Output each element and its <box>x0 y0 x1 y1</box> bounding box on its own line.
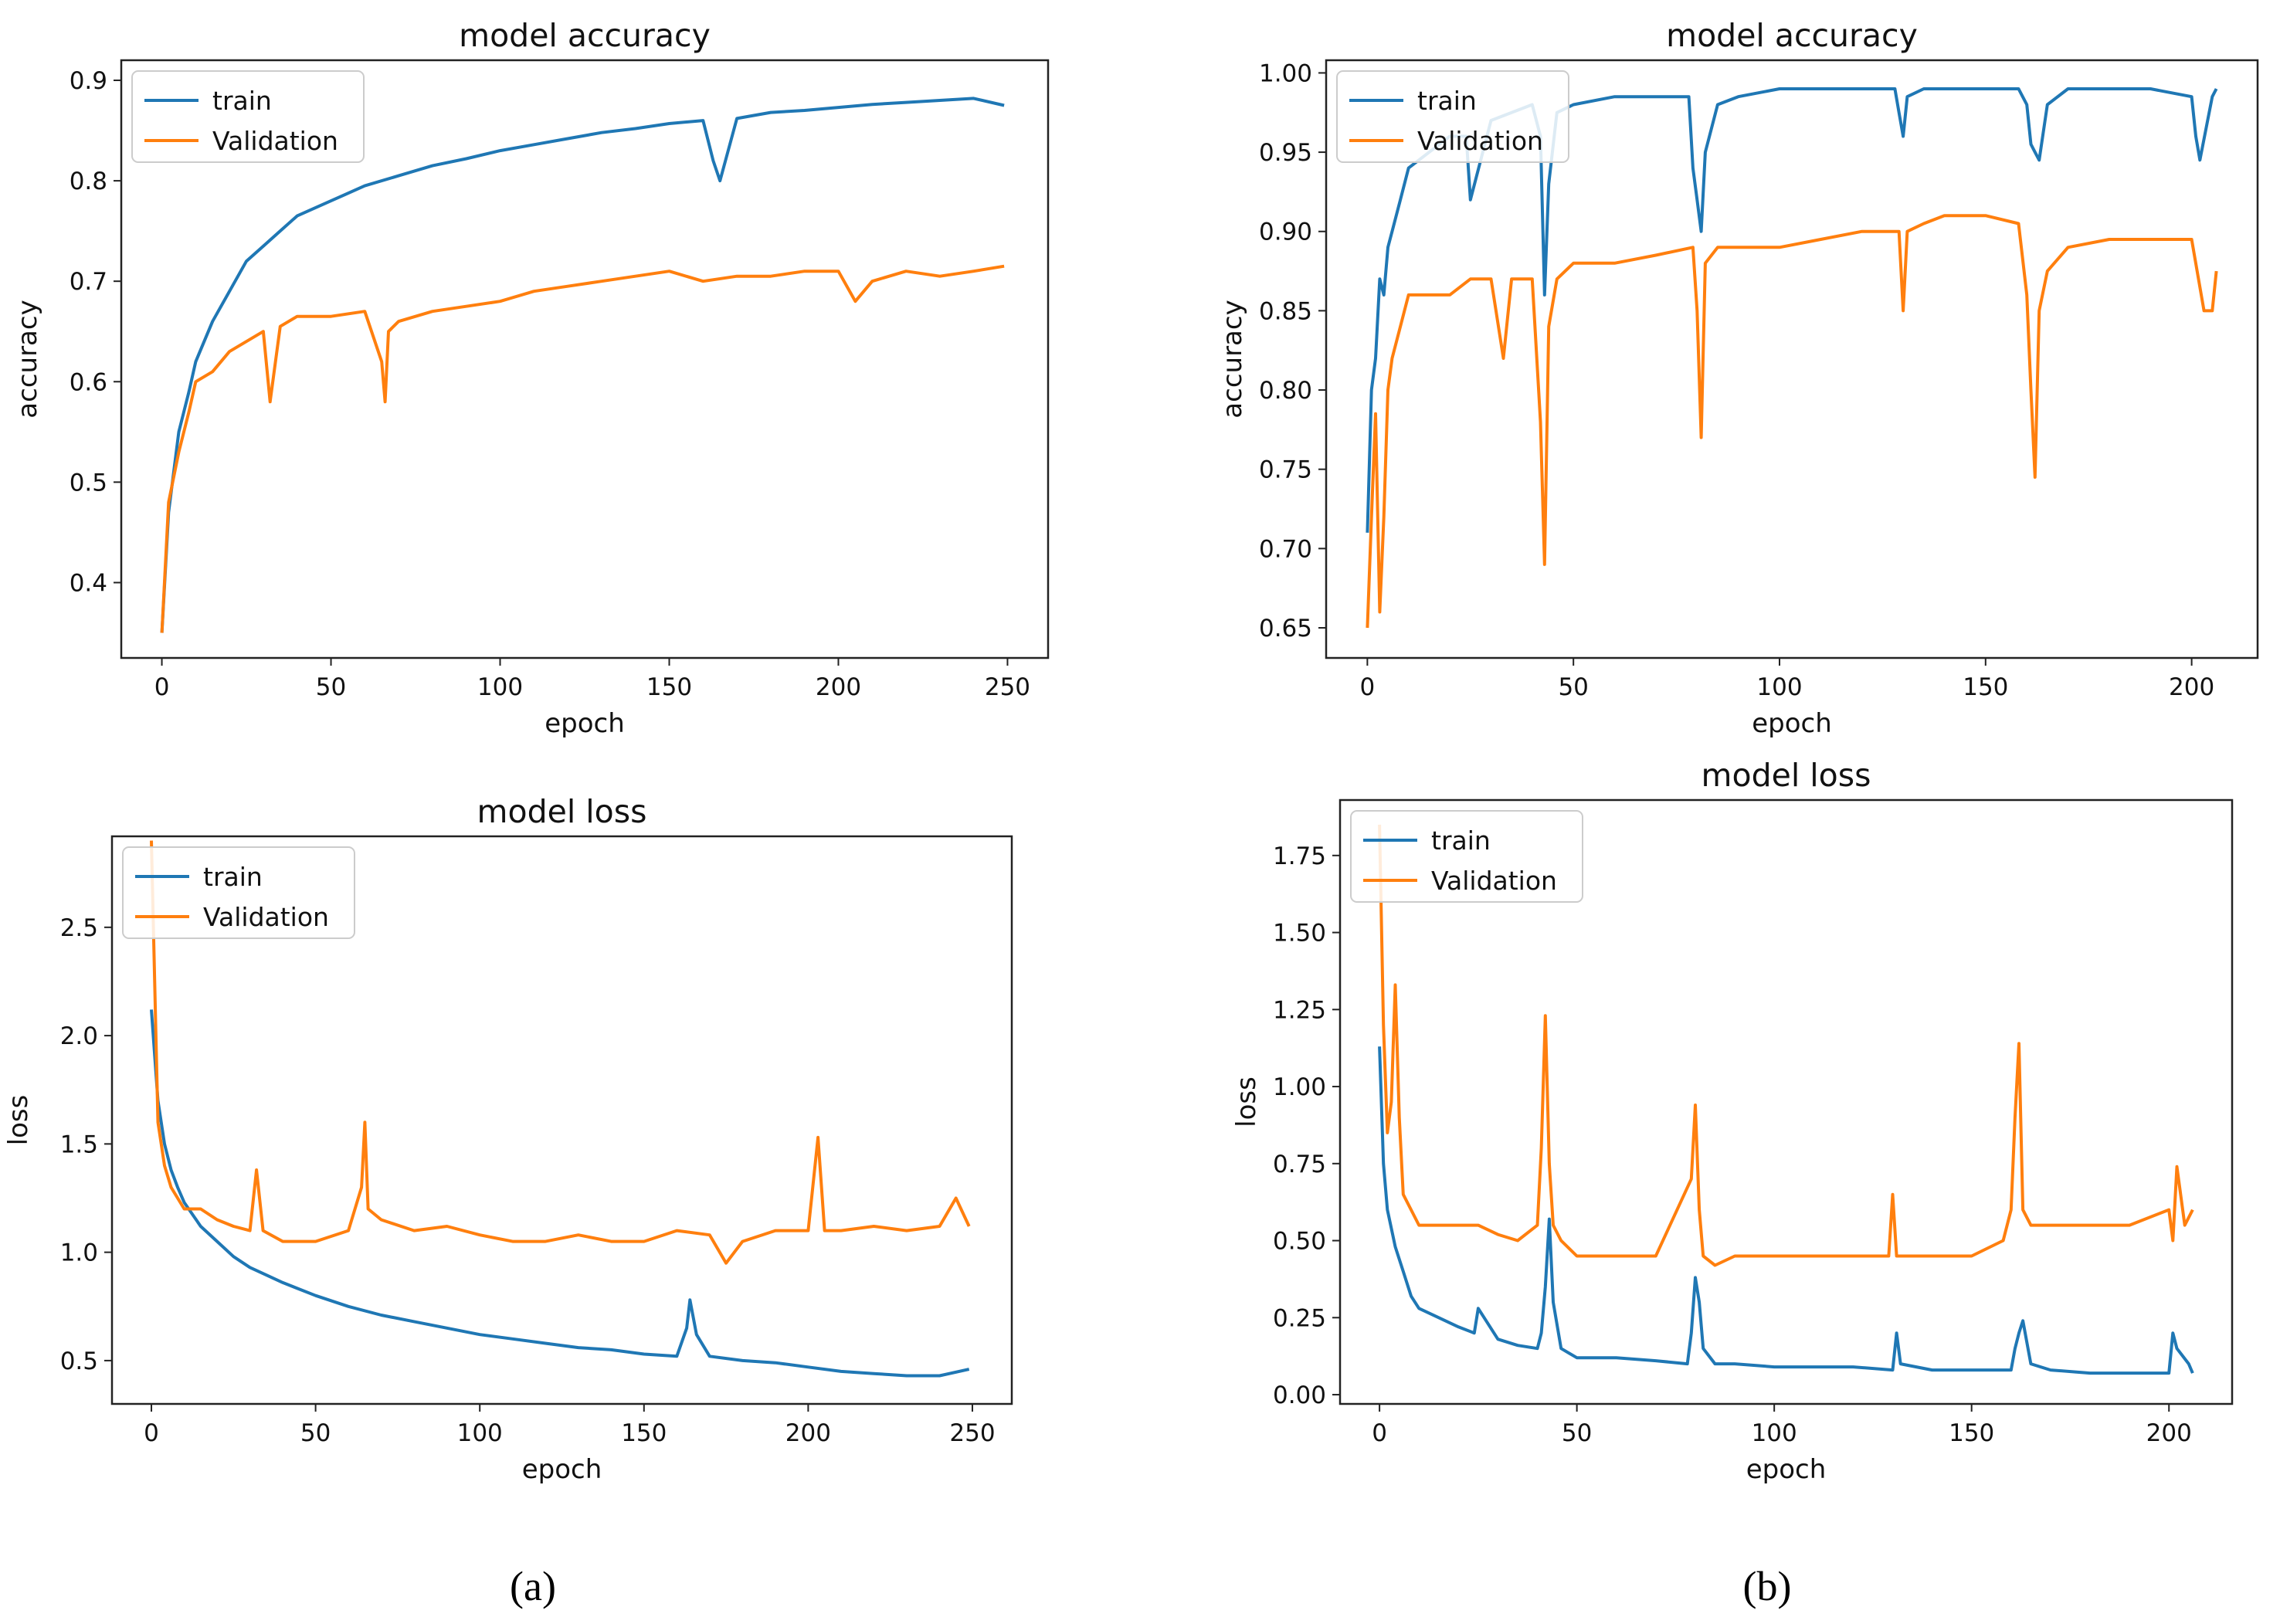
y-tick-label: 1.50 <box>1273 920 1326 948</box>
y-tick-label: 0.25 <box>1273 1304 1326 1332</box>
y-tick-label: 2.5 <box>60 914 98 942</box>
chart-title: model accuracy <box>459 17 711 54</box>
x-tick-label: 100 <box>457 1419 503 1447</box>
x-tick-label: 50 <box>316 673 346 701</box>
x-tick-label: 200 <box>2146 1419 2192 1447</box>
y-tick-label: 0.65 <box>1259 615 1312 642</box>
legend: train Validation <box>122 846 355 939</box>
y-tick-label: 1.0 <box>60 1239 98 1267</box>
x-axis-label: epoch <box>522 1454 602 1485</box>
x-axis-label: epoch <box>1746 1454 1827 1485</box>
x-axis-label: epoch <box>545 708 625 739</box>
chart-title: model accuracy <box>1666 17 1918 54</box>
chart-a-accuracy: 0 50 100 150 200 250 0.4 0.5 0.6 0.7 0.8 0.9 model a… <box>12 17 1050 739</box>
legend-label-train: train <box>1417 86 1477 116</box>
x-tick-label: 150 <box>646 673 692 701</box>
y-tick-label: 0.75 <box>1259 456 1312 484</box>
plot-frame <box>1338 798 2234 1405</box>
chart-title: model loss <box>477 793 647 830</box>
x-tick-label: 50 <box>1558 673 1588 701</box>
x-tick-label: 0 <box>1372 1419 1387 1447</box>
x-tick-label: 200 <box>816 673 861 701</box>
y-tick-label: 0.9 <box>70 67 107 95</box>
y-tick-label: 1.00 <box>1259 59 1312 87</box>
y-tick-label: 0.80 <box>1259 377 1312 405</box>
plot-frame <box>110 835 1013 1405</box>
y-tick-label: 0.75 <box>1273 1151 1326 1178</box>
legend-label-train: train <box>1431 826 1491 856</box>
x-tick-label: 200 <box>785 1419 831 1447</box>
legend-label-train: train <box>212 86 272 116</box>
y-tick-label: 1.25 <box>1273 996 1326 1024</box>
chart-b-accuracy: 0 50 100 150 200 0.65 0.70 0.75 0.80 0.85 0.90 0.95… <box>1217 17 2259 739</box>
legend-label-train: train <box>203 862 263 892</box>
y-tick-label: 1.75 <box>1273 843 1326 870</box>
chart-title: model loss <box>1702 757 1871 794</box>
y-tick-label: 0.00 <box>1273 1382 1326 1409</box>
series-line-validation <box>1378 824 2194 1267</box>
series-line-train <box>160 97 1005 633</box>
legend-label-validation: Validation <box>1417 126 1543 156</box>
x-tick-label: 150 <box>621 1419 667 1447</box>
x-tick-label: 100 <box>1752 1419 1797 1447</box>
chart-b-loss: 0 50 100 150 200 0.00 0.25 0.50 0.75 1.00 1.25 1.50… <box>1231 757 2234 1485</box>
legend-label-validation: Validation <box>212 126 338 156</box>
x-tick-label: 50 <box>300 1419 331 1447</box>
y-axis-label: accuracy <box>12 300 43 418</box>
x-axis-label: epoch <box>1752 708 1832 739</box>
y-tick-label: 1.5 <box>60 1131 98 1158</box>
y-tick-label: 0.4 <box>70 569 107 597</box>
series-line-validation <box>1366 214 2218 629</box>
y-axis-label: loss <box>3 1095 34 1146</box>
plot-frame <box>120 59 1050 659</box>
x-tick-label: 250 <box>949 1419 995 1447</box>
series-line-validation <box>150 840 971 1265</box>
x-tick-label: 100 <box>477 673 523 701</box>
y-tick-label: 0.50 <box>1273 1228 1326 1256</box>
x-tick-label: 0 <box>154 673 170 701</box>
y-tick-label: 2.0 <box>60 1022 98 1050</box>
chart-a-loss: 0 50 100 150 200 250 0.5 1.0 1.5 2.0 2.5 model loss… <box>3 793 1013 1485</box>
y-tick-label: 0.6 <box>70 368 107 396</box>
y-tick-label: 1.00 <box>1273 1073 1326 1101</box>
caption-b: (b) <box>1743 1563 1792 1609</box>
legend-label-validation: Validation <box>203 902 329 932</box>
series-line-validation <box>160 264 1005 633</box>
y-tick-label: 0.7 <box>70 268 107 296</box>
legend: train Validation <box>1350 810 1583 903</box>
x-tick-label: 150 <box>1949 1419 1994 1447</box>
y-tick-label: 0.5 <box>60 1348 98 1375</box>
caption-a: (a) <box>510 1563 556 1609</box>
x-tick-label: 150 <box>1963 673 2008 701</box>
x-tick-label: 200 <box>2169 673 2214 701</box>
legend-label-validation: Validation <box>1431 866 1557 896</box>
plot-frame <box>1325 59 2259 659</box>
y-tick-label: 0.70 <box>1259 535 1312 563</box>
y-tick-label: 0.95 <box>1259 139 1312 167</box>
y-tick-label: 0.5 <box>70 469 107 497</box>
y-axis-label: loss <box>1231 1076 1262 1127</box>
y-tick-label: 0.8 <box>70 168 107 195</box>
legend: train Validation <box>131 70 365 163</box>
y-axis-label: accuracy <box>1217 300 1248 418</box>
x-tick-label: 0 <box>1359 673 1375 701</box>
series-line-train <box>150 1009 970 1378</box>
series-line-train <box>1378 1046 2194 1375</box>
x-tick-label: 250 <box>985 673 1030 701</box>
x-tick-label: 100 <box>1756 673 1802 701</box>
legend: train Validation <box>1336 70 1569 163</box>
x-tick-label: 50 <box>1562 1419 1592 1447</box>
y-tick-label: 0.85 <box>1259 297 1312 325</box>
y-tick-label: 0.90 <box>1259 219 1312 246</box>
x-tick-label: 0 <box>144 1419 159 1447</box>
